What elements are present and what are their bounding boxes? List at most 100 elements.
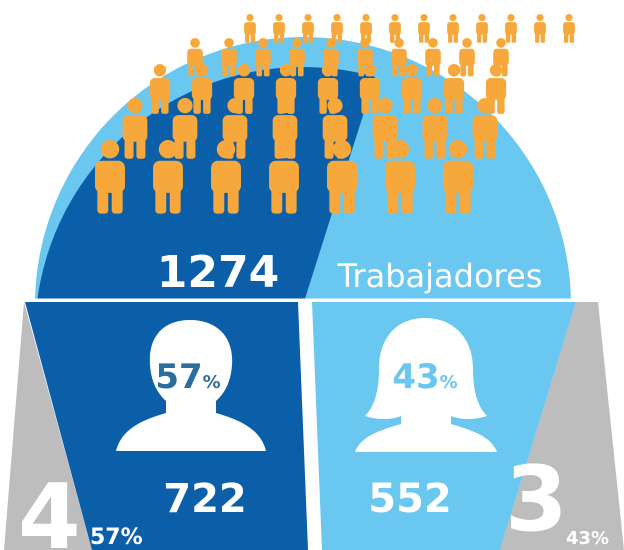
- person-part: [203, 95, 211, 114]
- person-part: [263, 62, 270, 77]
- woman-icon: [355, 318, 497, 452]
- person-part: [427, 98, 443, 114]
- person-part: [366, 32, 371, 43]
- person-part: [229, 62, 236, 77]
- person-part: [486, 136, 496, 159]
- person-part: [277, 95, 285, 114]
- person-part: [224, 136, 234, 159]
- person-part: [540, 32, 545, 43]
- person-part: [211, 160, 241, 193]
- person-part: [359, 78, 381, 100]
- person-part: [174, 136, 184, 159]
- men-big-percent: 57%: [90, 525, 143, 550]
- person-part: [497, 95, 505, 114]
- person-part: [172, 115, 198, 142]
- person-part: [187, 48, 203, 66]
- person-part: [365, 62, 372, 77]
- person-part: [462, 38, 472, 48]
- person-part: [302, 22, 314, 35]
- person-part: [536, 14, 544, 22]
- person-part: [399, 62, 406, 77]
- person-part: [336, 136, 346, 159]
- person-part: [460, 62, 467, 77]
- person-part: [357, 48, 373, 66]
- gray-right: [500, 302, 624, 550]
- person-part: [428, 38, 438, 48]
- person-part: [245, 32, 250, 43]
- person-part: [333, 14, 341, 22]
- person-part: [331, 62, 338, 77]
- person-part: [443, 160, 473, 193]
- person-part: [258, 38, 268, 48]
- person-part: [279, 32, 284, 43]
- person-part: [292, 38, 302, 48]
- person-part: [374, 136, 384, 159]
- person-part: [361, 32, 366, 43]
- person-part: [274, 32, 279, 43]
- person-part: [329, 186, 341, 214]
- person-part: [453, 32, 458, 43]
- person-part: [401, 186, 413, 214]
- person-part: [290, 62, 297, 77]
- person-part: [186, 136, 196, 159]
- person-part: [235, 95, 243, 114]
- person-part: [395, 32, 400, 43]
- person-part: [485, 78, 507, 100]
- person-part: [455, 95, 463, 114]
- person-part: [250, 32, 255, 43]
- person-part: [233, 78, 255, 100]
- person-part: [426, 62, 433, 77]
- person-part: [237, 64, 251, 77]
- person-part: [494, 62, 501, 77]
- total-label: Trabajadores: [337, 257, 543, 295]
- person-part: [169, 186, 181, 214]
- person-part: [161, 95, 169, 114]
- person-part: [193, 95, 201, 114]
- person-part: [271, 186, 283, 214]
- person-part: [482, 32, 487, 43]
- person-part: [297, 62, 304, 77]
- person-part: [224, 38, 234, 48]
- person-part: [413, 95, 421, 114]
- women-count: 552: [368, 476, 452, 522]
- person-part: [565, 14, 573, 22]
- person-part: [127, 98, 143, 114]
- person-part: [534, 22, 546, 35]
- person-part: [445, 186, 457, 214]
- person-part: [507, 14, 515, 22]
- person-part: [136, 136, 146, 159]
- person-part: [563, 22, 575, 35]
- person-part: [324, 136, 334, 159]
- person-part: [445, 95, 453, 114]
- person-part: [459, 186, 471, 214]
- men-count: 722: [163, 476, 247, 522]
- person-part: [422, 115, 448, 142]
- person-part: [392, 62, 399, 77]
- person-part: [496, 38, 506, 48]
- person-part: [317, 78, 339, 100]
- person-part: [433, 62, 440, 77]
- person-part: [420, 14, 428, 22]
- person-part: [506, 32, 511, 43]
- person-part: [391, 14, 399, 22]
- person-part: [337, 32, 342, 43]
- person-part: [111, 186, 123, 214]
- person-part: [122, 115, 148, 142]
- person-part: [319, 95, 327, 114]
- person-part: [322, 115, 348, 142]
- person-part: [279, 64, 293, 77]
- person-part: [569, 32, 574, 43]
- person-part: [222, 115, 248, 142]
- person-part: [403, 95, 411, 114]
- person-part: [447, 64, 461, 77]
- person-part: [274, 136, 284, 159]
- person-part: [149, 78, 171, 100]
- women-percent: 43%: [392, 357, 457, 397]
- person-part: [100, 140, 120, 159]
- person-part: [472, 115, 498, 142]
- person-part: [285, 186, 297, 214]
- person-part: [158, 140, 178, 159]
- person-part: [222, 62, 229, 77]
- person-part: [377, 98, 393, 114]
